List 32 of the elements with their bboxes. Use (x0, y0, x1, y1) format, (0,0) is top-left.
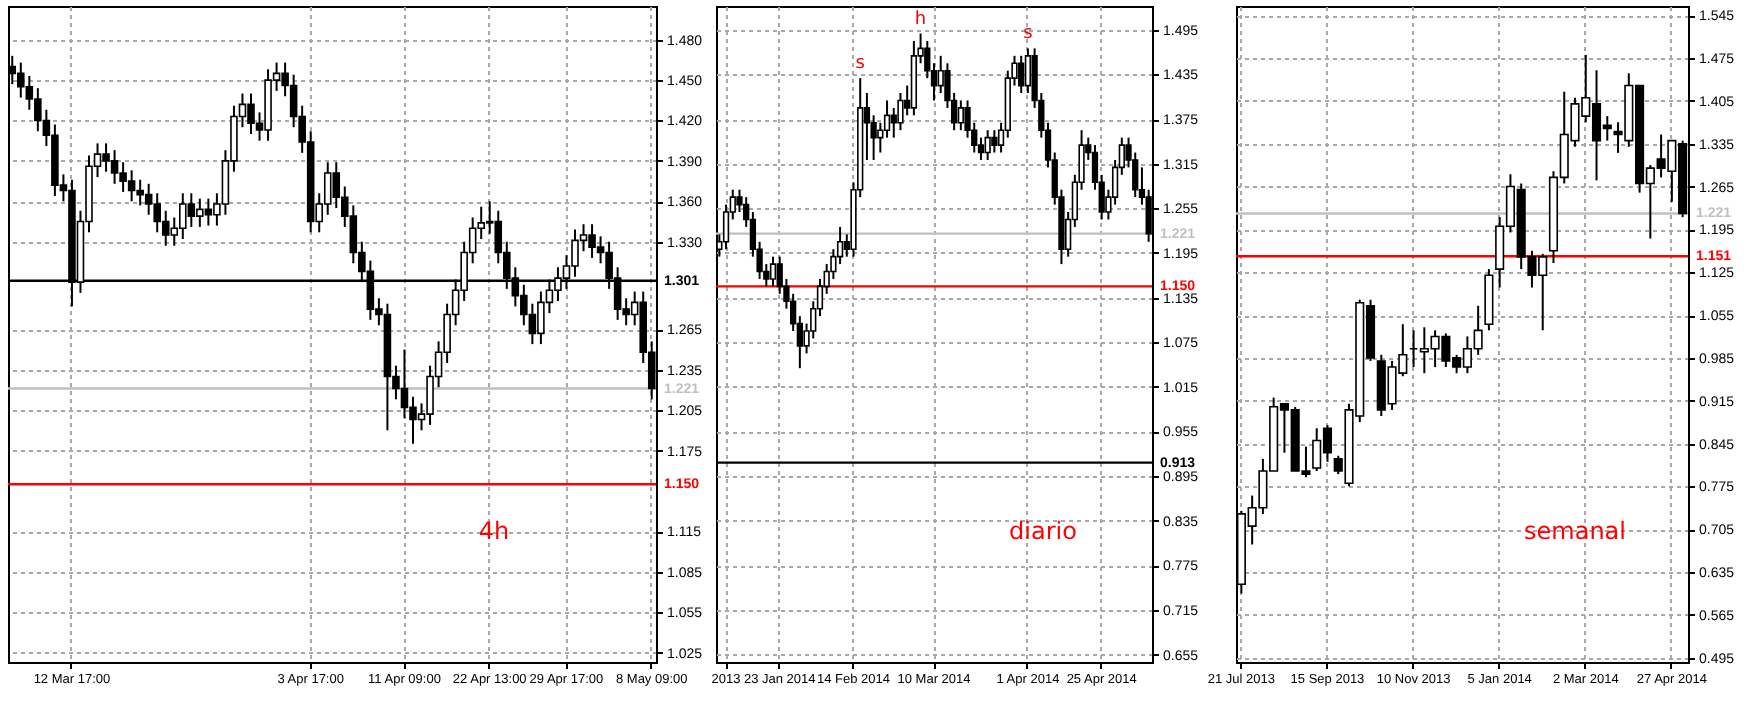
candlestick (110, 149, 119, 185)
candlestick (196, 197, 204, 228)
candlestick (937, 54, 944, 95)
candlestick (323, 161, 332, 216)
candlestick (890, 106, 897, 139)
candlestick (332, 161, 341, 210)
candlestick (897, 92, 904, 132)
candlestick (991, 129, 998, 154)
annotation: s (855, 54, 866, 75)
candlestick (588, 223, 596, 259)
candlestick (400, 348, 409, 420)
candlestick (161, 209, 170, 247)
candlestick (102, 142, 110, 173)
candlestick (136, 178, 144, 207)
annotation: h (914, 9, 927, 30)
annotation: semanal (1524, 516, 1626, 545)
candlestick (409, 395, 417, 445)
candlestick (349, 204, 358, 265)
annotation: 4h (478, 516, 510, 545)
candlestick (204, 197, 213, 227)
candlestick (769, 255, 777, 288)
candlestick (1018, 54, 1025, 95)
candlestick (144, 182, 153, 216)
candlestick (957, 99, 964, 132)
candlestick (247, 92, 255, 135)
candlestick (1024, 47, 1032, 95)
candlestick (528, 302, 537, 346)
annotation: diario (1009, 516, 1077, 545)
annotation: s (1023, 24, 1034, 45)
candlestick (187, 192, 196, 228)
candlestick (984, 129, 991, 161)
candlestick (127, 169, 136, 203)
